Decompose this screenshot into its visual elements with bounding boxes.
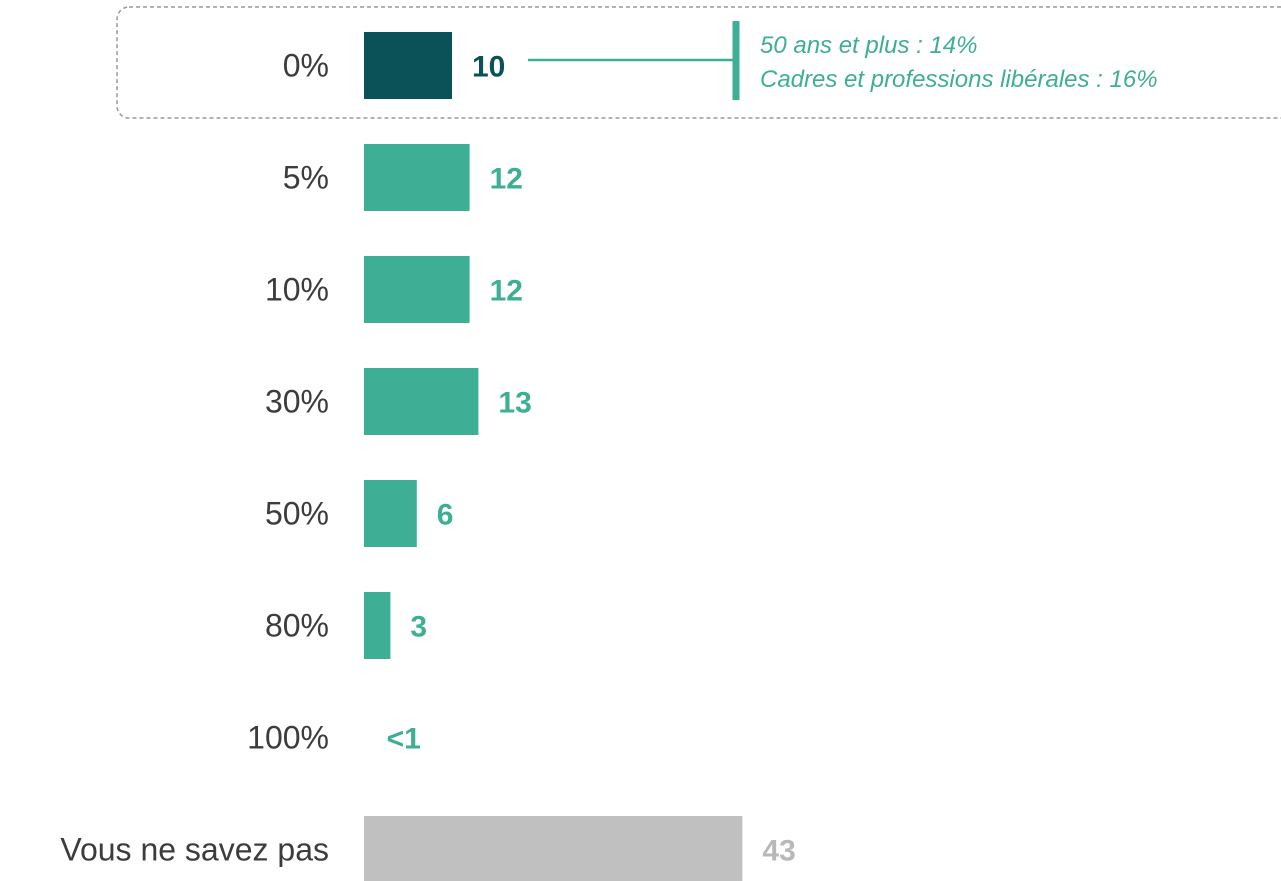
bar [364,256,470,323]
value-label: 43 [762,835,795,868]
category-label: 100% [247,720,329,756]
annotation-line-1: 50 ans et plus : 14% [760,32,977,59]
bar-row: 0% 10 [283,32,505,99]
bar [364,592,391,659]
value-label: 3 [410,611,427,644]
category-label: 10% [265,272,329,308]
bar [364,480,417,547]
category-label: 80% [265,608,329,644]
value-label: 13 [498,387,531,420]
bar [364,816,743,881]
category-label: 5% [283,160,329,196]
bar-row: 5% 12 [283,144,523,211]
value-label: 12 [490,275,523,308]
highlight-frame [116,6,1281,119]
category-label: 50% [265,496,329,532]
category-label: 30% [265,384,329,420]
bar [364,32,452,99]
value-label: 6 [437,499,454,532]
category-label: Vous ne savez pas [60,832,329,868]
bar [364,368,479,435]
bars-layer: 0% 10 5% 12 10% 12 30% 13 50% 6 80% 3 100% <1 Vous ne … [60,32,796,881]
value-label: 12 [490,163,523,196]
bar-row: Vous ne savez pas 43 [60,816,796,881]
category-label: 0% [283,48,329,84]
value-label: 10 [472,51,505,84]
bar-row: 50% 6 [265,480,454,547]
bar-row: 80% 3 [265,592,427,659]
bar-row: 30% 13 [265,368,532,435]
value-label: <1 [387,723,421,756]
bar-row: 100% <1 [247,720,421,756]
annotation: 50 ans et plus : 14% Cadres et professio… [528,21,1158,100]
annotation-line-2: Cadres et professions libérales : 16% [760,66,1158,93]
bar [364,144,470,211]
bar-row: 10% 12 [265,256,523,323]
